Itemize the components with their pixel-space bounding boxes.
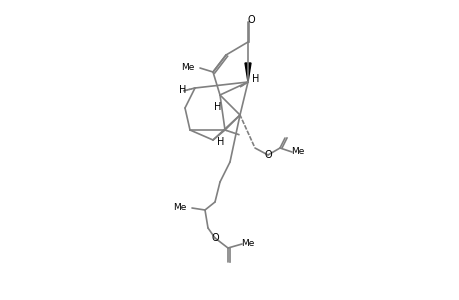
Text: H: H (179, 85, 186, 95)
Text: H: H (217, 137, 224, 147)
Text: Me: Me (181, 64, 195, 73)
Text: Me: Me (291, 148, 304, 157)
Text: Me: Me (241, 239, 254, 248)
Text: H: H (252, 74, 259, 84)
Text: O: O (211, 233, 218, 243)
Text: Me: Me (173, 203, 187, 212)
Text: O: O (246, 15, 254, 25)
Text: O: O (263, 150, 271, 160)
Text: H: H (214, 102, 221, 112)
Polygon shape (245, 63, 251, 82)
